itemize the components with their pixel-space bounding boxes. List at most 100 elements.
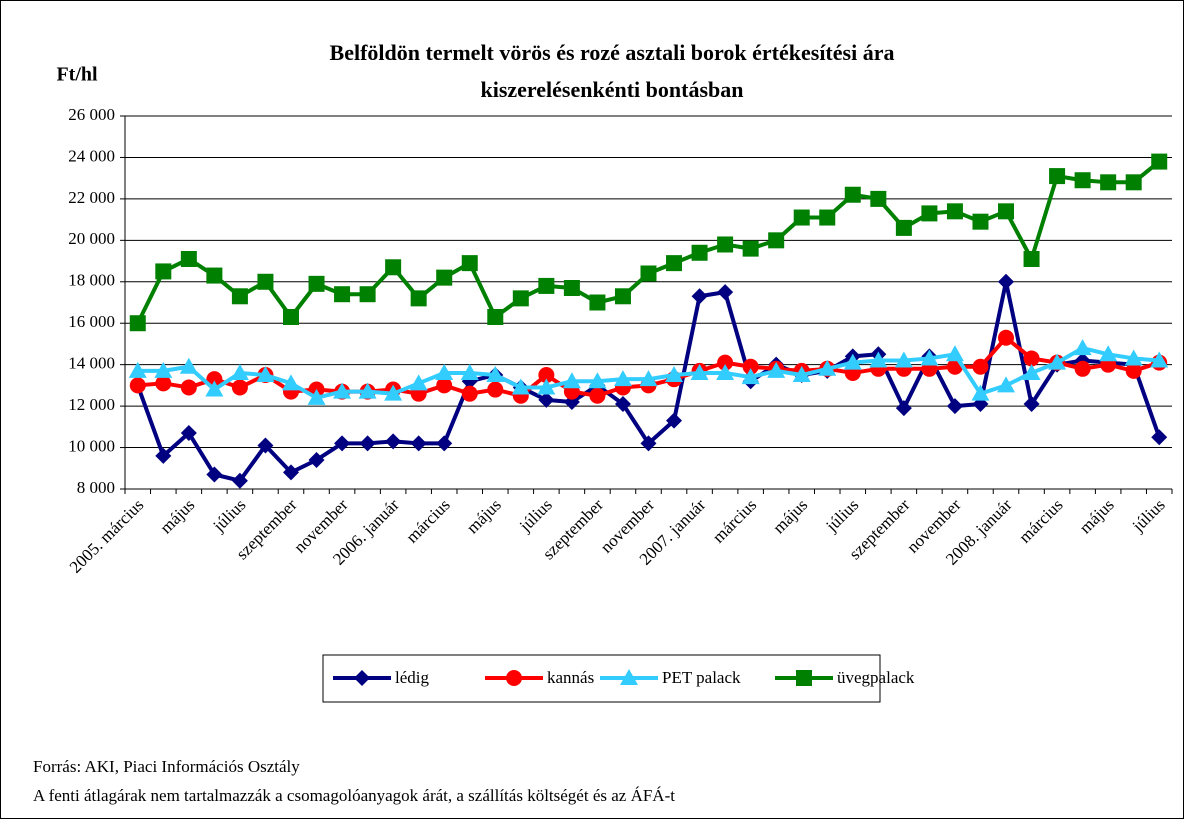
legend-marker	[620, 669, 638, 685]
point	[1074, 172, 1091, 189]
point	[1124, 349, 1143, 366]
point	[997, 376, 1016, 393]
source-note: Forrás: AKI, Piaci Információs Osztály	[33, 757, 300, 776]
point	[1049, 168, 1066, 185]
point	[129, 377, 146, 394]
legend-label: kannás	[547, 668, 594, 687]
point	[359, 435, 376, 452]
point	[206, 371, 223, 388]
point	[717, 284, 734, 301]
point	[128, 361, 147, 378]
point	[971, 384, 990, 401]
point	[920, 349, 939, 366]
point	[538, 277, 555, 294]
point	[767, 361, 786, 378]
y-tick-label: 24 000	[68, 146, 115, 165]
point	[1125, 174, 1142, 191]
point	[1023, 350, 1040, 367]
point	[281, 374, 300, 391]
point	[206, 466, 223, 483]
legend-marker	[796, 670, 812, 686]
point	[436, 269, 453, 286]
point	[410, 290, 427, 307]
point	[230, 363, 249, 380]
chart-title: Belföldön termelt vörös és rozé asztali …	[330, 40, 895, 65]
point	[308, 451, 325, 468]
point	[179, 357, 198, 374]
point	[819, 209, 836, 226]
y-tick-label: 20 000	[68, 229, 115, 248]
point	[487, 381, 504, 398]
point	[511, 378, 530, 395]
point	[1150, 351, 1169, 368]
point	[1151, 153, 1168, 170]
chart-title: kiszerelésenkénti bontásban	[480, 77, 743, 102]
point	[384, 384, 403, 401]
y-tick-label: 26 000	[68, 105, 115, 124]
point	[921, 205, 938, 222]
point	[409, 374, 428, 391]
point	[562, 372, 581, 389]
point	[256, 366, 275, 383]
legend-marker	[354, 670, 370, 686]
point	[998, 329, 1015, 346]
y-tick-label: 12 000	[68, 395, 115, 414]
point	[717, 236, 734, 253]
point	[333, 382, 352, 399]
legend-label: üvegpalack	[837, 668, 915, 687]
point	[666, 255, 683, 272]
point	[946, 203, 963, 220]
point	[665, 366, 684, 383]
point	[512, 290, 529, 307]
point	[666, 412, 683, 429]
point	[716, 363, 735, 380]
point	[1074, 360, 1091, 377]
point	[792, 366, 811, 383]
footnote: A fenti átlagárak nem tartalmazzák a cso…	[33, 786, 675, 805]
point	[691, 288, 708, 305]
point	[869, 351, 888, 368]
point	[334, 286, 351, 303]
point	[870, 190, 887, 207]
point	[231, 379, 248, 396]
point	[945, 345, 964, 362]
point	[155, 263, 172, 280]
point	[1023, 396, 1040, 413]
point	[359, 286, 376, 303]
point	[155, 447, 172, 464]
point	[998, 273, 1015, 290]
point	[1048, 353, 1067, 370]
point	[589, 387, 606, 404]
point	[818, 359, 837, 376]
point	[972, 358, 989, 375]
point	[307, 388, 326, 405]
point	[180, 250, 197, 267]
point	[257, 437, 274, 454]
point	[639, 370, 658, 387]
point	[538, 367, 555, 384]
y-tick-label: 22 000	[68, 188, 115, 207]
point	[1022, 363, 1041, 380]
point	[385, 433, 402, 450]
point	[537, 378, 556, 395]
point	[690, 363, 709, 380]
point	[1099, 345, 1118, 362]
point	[640, 265, 657, 282]
point	[257, 273, 274, 290]
legend-label: lédig	[395, 668, 429, 687]
point	[894, 351, 913, 368]
point	[717, 354, 734, 371]
point	[946, 398, 963, 415]
point	[180, 425, 197, 442]
point	[741, 368, 760, 385]
point	[1100, 174, 1117, 191]
point	[385, 259, 402, 276]
point	[614, 288, 631, 305]
point	[742, 358, 759, 375]
point	[640, 435, 657, 452]
y-tick-label: 14 000	[68, 354, 115, 373]
y-tick-label: 10 000	[68, 436, 115, 455]
point	[334, 435, 351, 452]
point	[1023, 250, 1040, 267]
